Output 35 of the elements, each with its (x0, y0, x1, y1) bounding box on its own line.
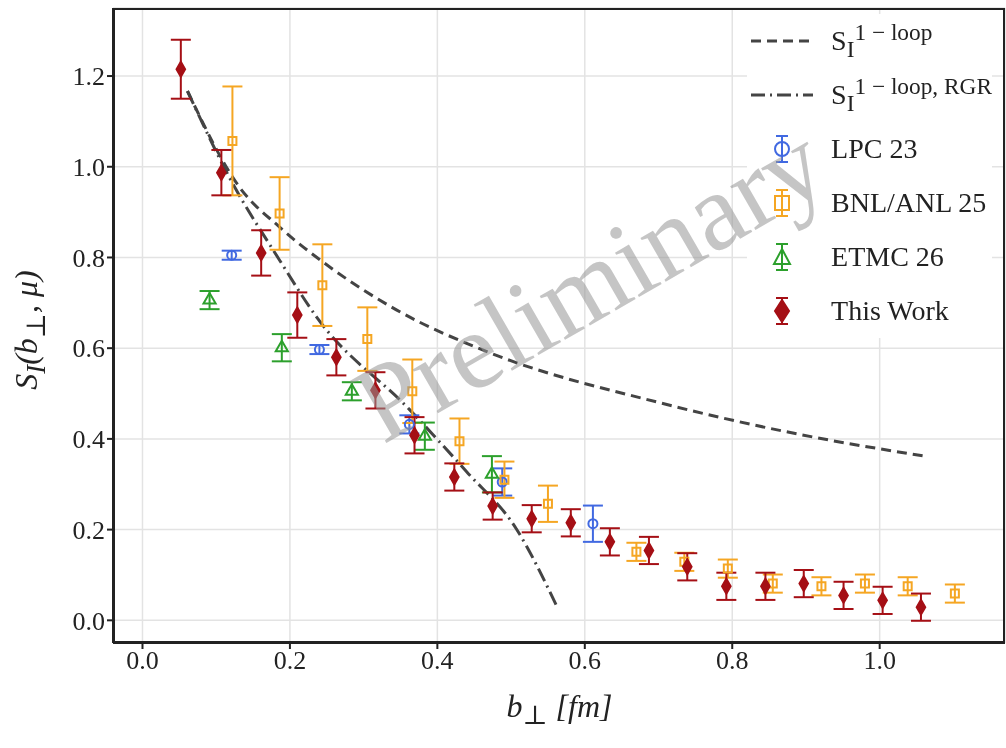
legend-label: LPC 23 (831, 133, 918, 165)
y-tick-label: 0.6 (72, 334, 105, 364)
point (274, 339, 289, 353)
point (816, 581, 827, 592)
x-tick-label: 1.0 (863, 646, 896, 676)
legend-label: This Work (831, 295, 949, 327)
point (859, 578, 870, 589)
point (902, 581, 913, 592)
legend-label: BNL/ANL 25 (831, 187, 987, 219)
y-tick-label: 0.8 (72, 243, 105, 273)
point (587, 518, 599, 530)
point (949, 588, 960, 599)
point (227, 135, 238, 146)
y-tick-label: 0.2 (72, 515, 105, 545)
x-tick-label: 0.8 (715, 646, 749, 676)
x-axis-title: b$_{⊥}$ [fm] (505, 688, 614, 732)
y-tick-label: 1.2 (72, 62, 105, 92)
x-tick-label: 0.0 (126, 646, 159, 676)
point (631, 546, 642, 557)
point (317, 280, 328, 291)
y-tick-label: 0.0 (72, 606, 105, 636)
legend-label: ETMC 26 (831, 241, 944, 273)
y-tick-label: 1.0 (72, 152, 105, 182)
point (274, 208, 285, 219)
point (202, 292, 217, 305)
point (643, 542, 655, 559)
point (722, 563, 733, 574)
point (767, 578, 778, 589)
point (542, 498, 553, 509)
x-tick-label: 0.4 (421, 646, 454, 676)
point (226, 249, 238, 261)
x-tick-label: 0.6 (568, 646, 602, 676)
y-tick-label: 0.4 (72, 425, 105, 455)
point (484, 466, 499, 479)
x-tick-label: 0.2 (273, 646, 307, 676)
